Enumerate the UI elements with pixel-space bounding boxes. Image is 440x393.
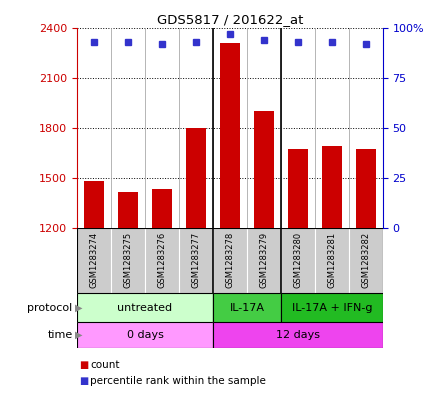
Title: GDS5817 / 201622_at: GDS5817 / 201622_at	[157, 13, 303, 26]
Bar	[77, 228, 111, 293]
Bar	[77, 322, 213, 348]
Text: GSM1283279: GSM1283279	[259, 232, 268, 288]
Text: untreated: untreated	[117, 303, 172, 312]
Bar	[247, 228, 281, 293]
Bar	[281, 293, 383, 322]
Bar	[356, 149, 376, 228]
Text: ▶: ▶	[75, 330, 82, 340]
Text: GSM1283274: GSM1283274	[89, 232, 99, 288]
Text: count: count	[90, 360, 120, 371]
Bar	[315, 228, 349, 293]
Text: IL-17A: IL-17A	[229, 303, 264, 312]
Bar	[152, 189, 172, 228]
Bar	[349, 228, 383, 293]
Bar	[179, 228, 213, 293]
Text: ■: ■	[79, 376, 88, 386]
Bar	[213, 322, 383, 348]
Bar	[213, 322, 383, 348]
Text: GSM1283277: GSM1283277	[191, 232, 201, 288]
Text: percentile rank within the sample: percentile rank within the sample	[90, 376, 266, 386]
Bar	[84, 181, 104, 228]
Bar	[77, 228, 111, 293]
Bar	[322, 146, 342, 228]
Bar	[315, 228, 349, 293]
Bar	[77, 322, 213, 348]
Bar	[213, 293, 281, 322]
Bar	[145, 228, 179, 293]
Bar	[247, 228, 281, 293]
Bar	[281, 228, 315, 293]
Text: time: time	[48, 330, 73, 340]
Bar	[254, 111, 274, 228]
Bar	[213, 293, 281, 322]
Text: GSM1283281: GSM1283281	[327, 232, 336, 288]
Text: ▶: ▶	[75, 303, 82, 312]
Bar	[288, 149, 308, 228]
Bar	[118, 192, 138, 228]
Text: GSM1283278: GSM1283278	[225, 232, 235, 288]
Bar	[281, 293, 383, 322]
Bar	[220, 42, 240, 228]
Bar	[281, 228, 315, 293]
Text: GSM1283280: GSM1283280	[293, 232, 302, 288]
Text: 0 days: 0 days	[127, 330, 163, 340]
Text: 12 days: 12 days	[276, 330, 320, 340]
Bar	[77, 293, 213, 322]
Bar	[349, 228, 383, 293]
Bar	[77, 293, 213, 322]
Text: ■: ■	[79, 360, 88, 371]
Bar	[111, 228, 145, 293]
Text: GSM1283282: GSM1283282	[361, 232, 370, 288]
Bar	[179, 228, 213, 293]
Bar	[213, 228, 247, 293]
Text: GSM1283275: GSM1283275	[124, 232, 132, 288]
Text: GSM1283276: GSM1283276	[158, 232, 166, 288]
Bar	[213, 228, 247, 293]
Bar	[111, 228, 145, 293]
Bar	[145, 228, 179, 293]
Bar	[186, 128, 206, 228]
Text: protocol: protocol	[27, 303, 73, 312]
Text: IL-17A + IFN-g: IL-17A + IFN-g	[292, 303, 372, 312]
